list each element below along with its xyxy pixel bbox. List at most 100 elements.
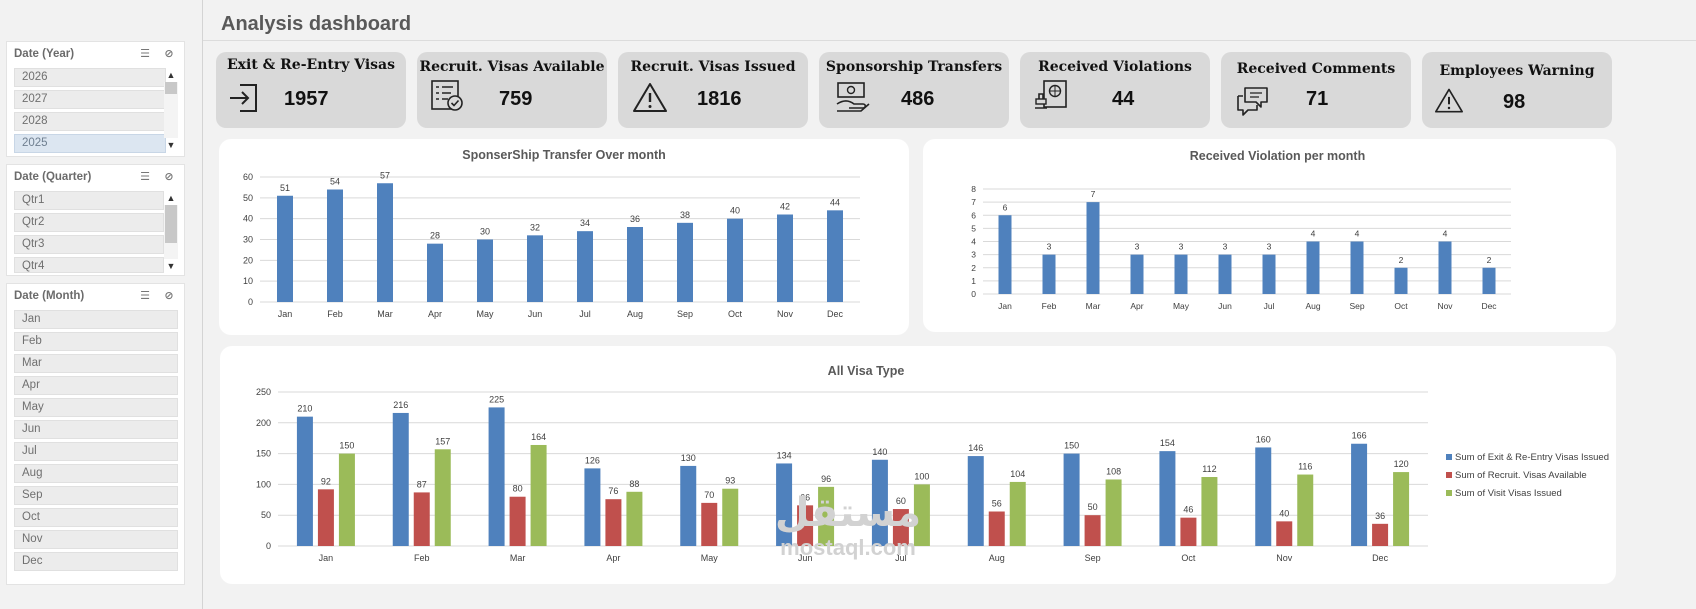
month-item-oct[interactable]: Oct [14, 508, 178, 527]
bar [722, 488, 739, 546]
bar [338, 453, 355, 546]
clear-filter-icon[interactable]: ⊘ [164, 171, 174, 183]
data-label: 3 [1135, 242, 1140, 252]
kpi-value: 1816 [697, 88, 742, 110]
bar [1063, 453, 1080, 546]
bar [1218, 254, 1232, 294]
month-item-apr[interactable]: Apr [14, 376, 178, 395]
data-label: 3 [1047, 242, 1052, 252]
bar [377, 183, 393, 302]
month-slicer-title: Date (Month) [14, 290, 85, 302]
month-item-feb[interactable]: Feb [14, 332, 178, 351]
data-label: 130 [681, 453, 696, 463]
data-label: 93 [725, 476, 735, 486]
month-item-may[interactable]: May [14, 398, 178, 417]
data-label: 30 [480, 227, 490, 237]
x-tick-label: Feb [414, 553, 430, 563]
warning-icon [633, 83, 667, 112]
kpi-title: Sponsorship Transfers [825, 59, 1003, 75]
quarter-item-qtr1[interactable]: Qtr1 [14, 191, 164, 210]
x-tick-label: Oct [728, 309, 743, 319]
violations-bar-chart: 0 1 2 3 4 5 6 7 8 Jan 6 Feb 3 Mar 7 Apr 3 May 3 Jun 3 Jul 3 Aug… [971, 184, 1511, 311]
scroll-up-icon[interactable]: ▲ [166, 70, 176, 80]
kpi-title: Received Comments [1236, 61, 1396, 77]
month-item-aug[interactable]: Aug [14, 464, 178, 483]
year-slicer-header: Date (Year) ☰ ⊘ [7, 42, 184, 66]
year-item-2027[interactable]: 2027 [14, 90, 166, 109]
y-tick-label: 3 [971, 250, 976, 260]
month-item-jul[interactable]: Jul [14, 442, 178, 461]
x-tick-label: Jan [998, 301, 1012, 311]
y-tick-label: 0 [971, 289, 976, 299]
year-item-2025[interactable]: 2025 [14, 134, 166, 153]
quarter-item-qtr4[interactable]: Qtr4 [14, 257, 164, 273]
data-label: 2 [1399, 255, 1404, 265]
y-tick-label: 10 [243, 276, 253, 286]
data-label: 100 [914, 471, 929, 481]
data-label: 36 [630, 214, 640, 224]
x-tick-label: Feb [1042, 301, 1057, 311]
quarter-scrollbar[interactable]: ▲ ▼ [164, 191, 178, 273]
bar [892, 509, 909, 546]
multi-select-icon[interactable]: ☰ [140, 290, 150, 302]
data-label: 104 [1010, 469, 1025, 479]
page-title: Analysis dashboard [221, 13, 412, 35]
watermark: مستقل mostaql.com [748, 490, 948, 560]
data-label: 40 [730, 206, 740, 216]
bar [1159, 451, 1176, 546]
y-tick-label: 50 [243, 193, 253, 203]
year-item-2026[interactable]: 2026 [14, 68, 166, 87]
month-item-sep[interactable]: Sep [14, 486, 178, 505]
y-tick-label: 0 [266, 541, 271, 551]
visa-types-bar-chart: 0 50 100 150 200 250 Jan 210 92 150 Feb 216 87 157 Mar… [256, 387, 1609, 563]
data-label: 36 [1375, 511, 1385, 521]
scroll-down-icon[interactable]: ▼ [166, 140, 176, 150]
scroll-down-icon[interactable]: ▼ [166, 261, 176, 271]
data-label: 210 [297, 404, 312, 414]
month-item-nov[interactable]: Nov [14, 530, 178, 549]
bar [477, 239, 493, 302]
month-item-dec[interactable]: Dec [14, 552, 178, 571]
year-scrollbar[interactable]: ▲ ▼ [164, 68, 178, 152]
data-label: 112 [1202, 464, 1216, 474]
y-tick-label: 60 [243, 172, 253, 182]
bar [818, 486, 835, 546]
bar [701, 502, 718, 546]
bar [488, 407, 505, 546]
data-label: 146 [968, 443, 983, 453]
quarter-item-qtr2[interactable]: Qtr2 [14, 213, 164, 232]
data-label: 42 [780, 202, 790, 212]
sponsorship-chart-panel: SponserShip Transfer Over month 0 10 20 30 4… [219, 139, 909, 335]
month-item-jun[interactable]: Jun [14, 420, 178, 439]
scroll-up-icon[interactable]: ▲ [166, 193, 176, 203]
violations-chart-panel: Received Violation per month 0 1 2 3 4 5 6 7 8 Ja… [923, 139, 1616, 332]
data-label: 150 [1064, 441, 1079, 451]
data-label: 6 [1003, 202, 1008, 212]
quarter-item-qtr3[interactable]: Qtr3 [14, 235, 164, 254]
kpi-card-sponsorship: Sponsorship Transfers 486 [819, 52, 1009, 128]
quarter-slicer: Date (Quarter) ☰ ⊘ Qtr1 Qtr2 Qtr3 Qtr4 ▲… [6, 164, 185, 276]
multi-select-icon[interactable]: ☰ [140, 171, 150, 183]
clear-filter-icon[interactable]: ⊘ [164, 290, 174, 302]
month-item-mar[interactable]: Mar [14, 354, 178, 373]
x-tick-label: May [701, 553, 719, 563]
data-label: 92 [321, 476, 331, 486]
y-tick-label: 20 [243, 255, 253, 265]
data-label: 80 [513, 484, 523, 494]
month-item-jan[interactable]: Jan [14, 310, 178, 329]
y-tick-label: 200 [256, 418, 271, 428]
multi-select-icon[interactable]: ☰ [140, 48, 150, 60]
x-tick-label: Nov [777, 309, 794, 319]
bar [296, 416, 313, 546]
bar [1174, 254, 1188, 294]
x-tick-label: Aug [989, 553, 1005, 563]
year-item-2028[interactable]: 2028 [14, 112, 166, 131]
x-tick-label: Apr [1130, 301, 1143, 311]
data-label: 50 [1088, 502, 1098, 512]
kpi-title: Employees Warning [1439, 63, 1595, 79]
y-tick-label: 30 [243, 235, 253, 245]
legend-label: Sum of Exit & Re-Entry Visas Issued [1455, 452, 1609, 463]
clear-filter-icon[interactable]: ⊘ [164, 48, 174, 60]
chart-title: SponserShip Transfer Over month [462, 148, 666, 162]
year-slicer-title: Date (Year) [14, 48, 75, 60]
